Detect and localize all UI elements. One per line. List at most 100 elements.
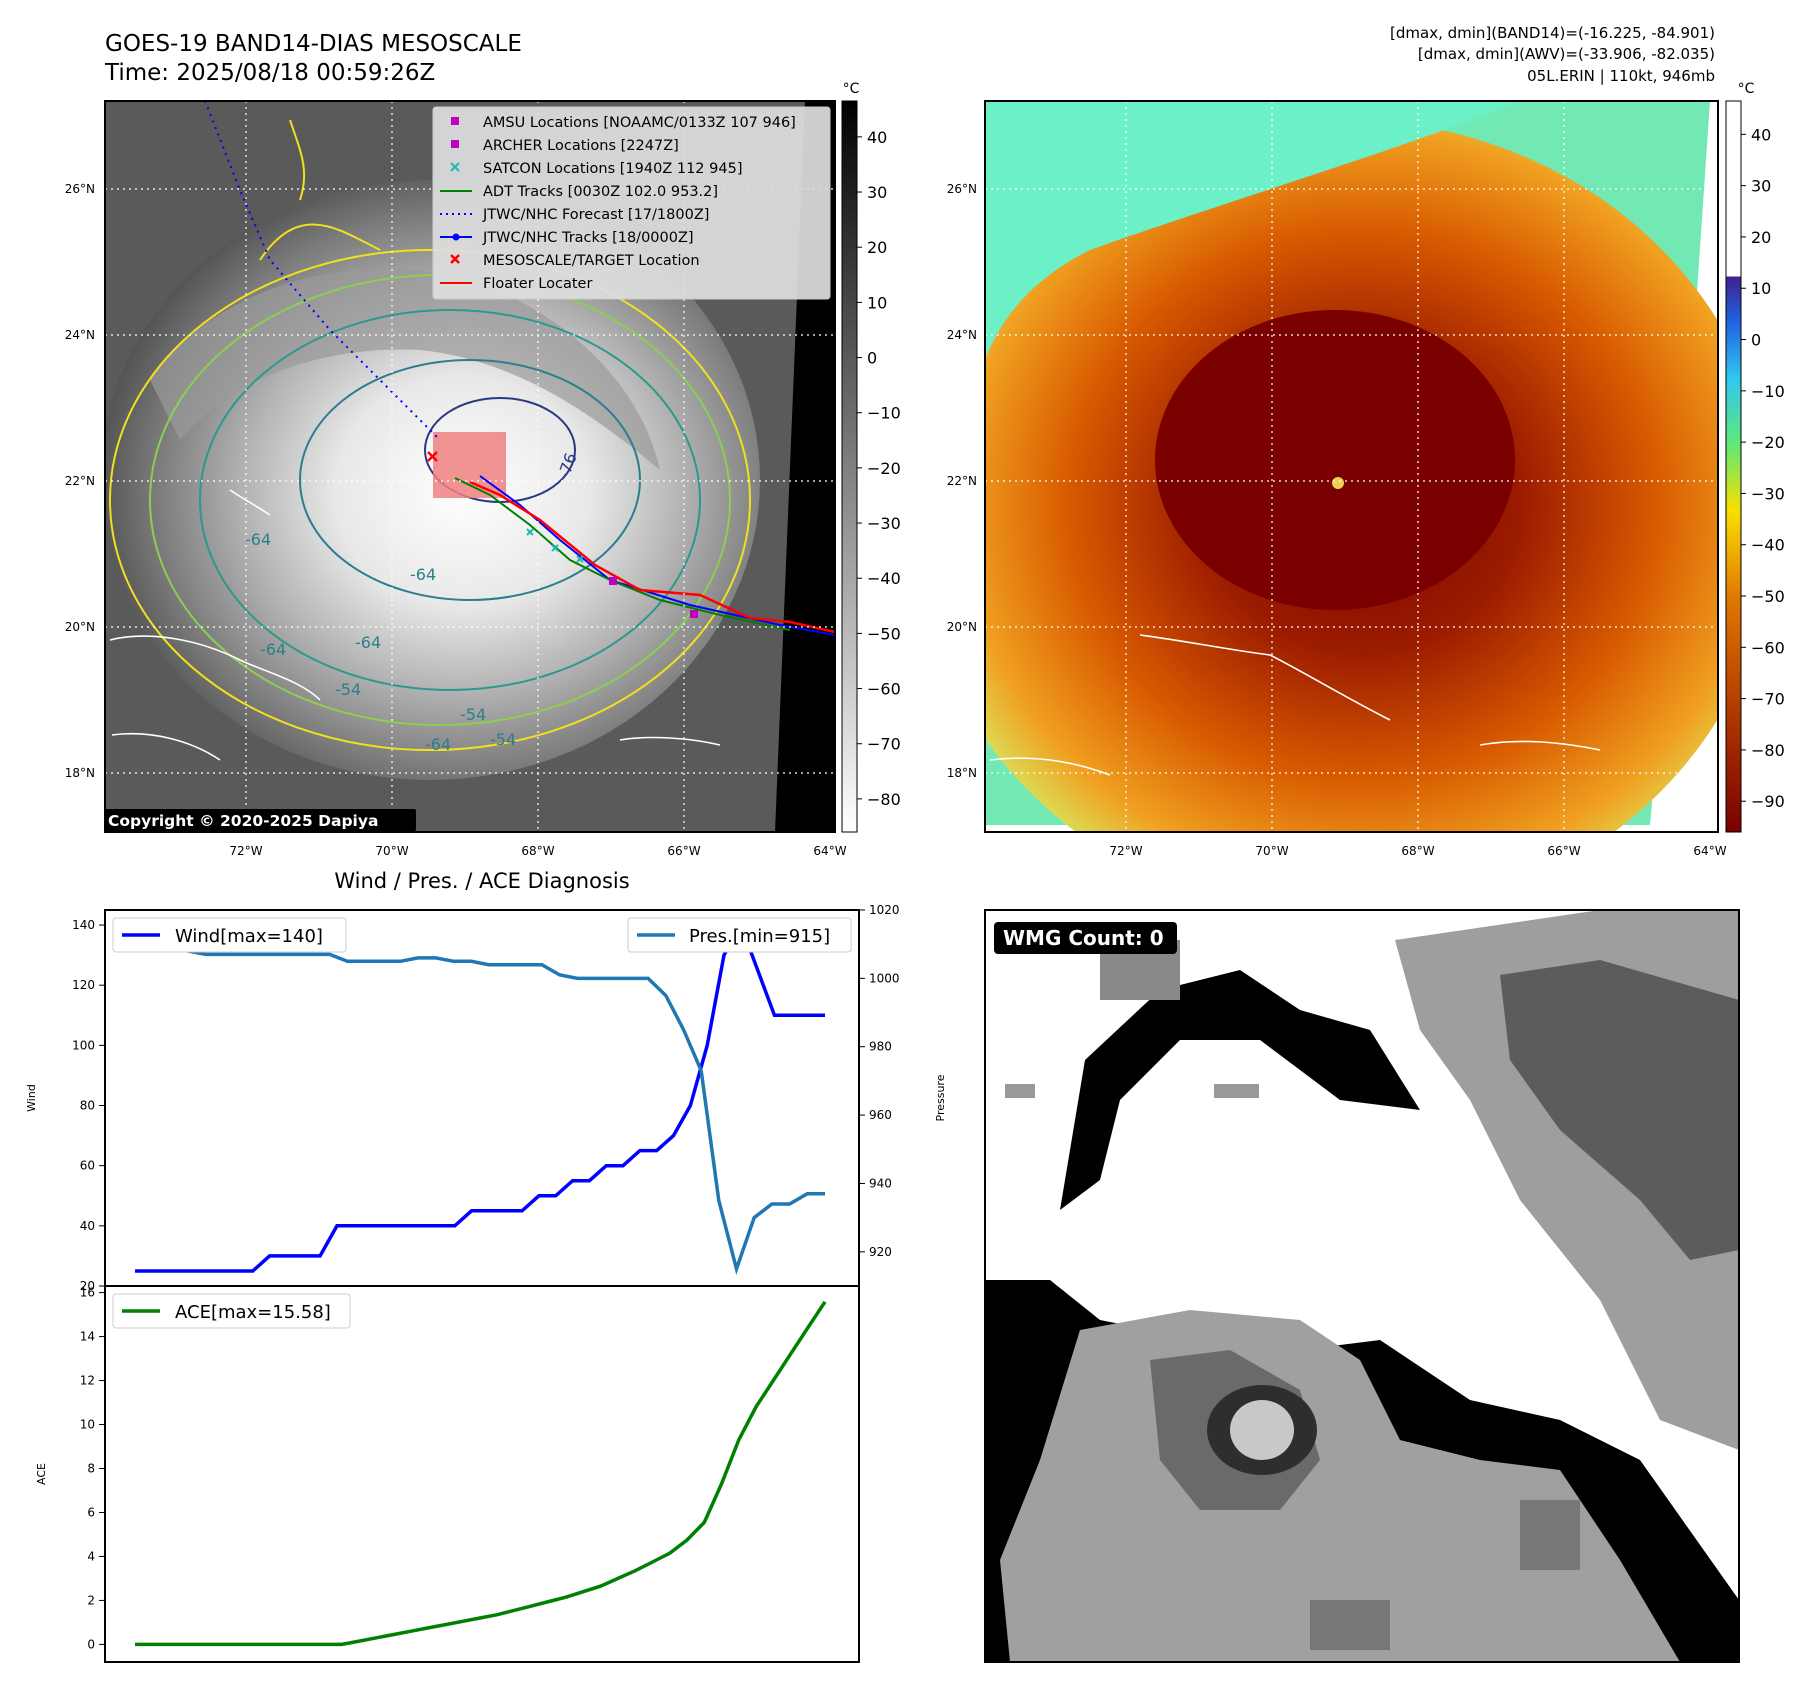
- legend-tracks-dot: [452, 233, 460, 241]
- legend-label: SATCON Locations [1940Z 112 945]: [483, 161, 742, 177]
- legend-label: ARCHER Locations [2247Z]: [483, 138, 679, 154]
- lat-tick-label: 26°N: [65, 182, 95, 196]
- wmg-region-dark-ne: [1500, 960, 1739, 1260]
- ir-map-frame: [104, 100, 836, 833]
- legend-label: Floater Locater: [483, 276, 592, 292]
- colorbar-tick-label: −10: [867, 404, 901, 423]
- lon-tick-label: 64°W: [813, 844, 846, 858]
- legend-target-marker: [450, 254, 460, 264]
- coast-bahamas: [229, 489, 271, 516]
- lat-tick-label: 24°N: [65, 328, 95, 342]
- contour-label: -54: [335, 680, 361, 699]
- lat-tick-label: 18°N: [65, 766, 95, 780]
- legend-label: ACE[max=15.58]: [175, 1302, 331, 1323]
- legend-label: ADT Tracks [0030Z 102.0 953.2]: [483, 184, 718, 200]
- figure-title: GOES-19 BAND14-DIAS MESOSCALE: [105, 31, 522, 57]
- wind-pres-frame: [104, 909, 860, 1287]
- colorbar-tick-label: −60: [1751, 638, 1785, 657]
- contour-label: -64: [355, 633, 381, 652]
- ir-colorbar: °C 40 30 20 10 0 −10 −20 −30 −40 −50 −60 −70 −80: [841, 81, 901, 833]
- archer-marker: [690, 610, 698, 618]
- wind-y-ticks: 20 40 60 80 100 120 140: [72, 918, 105, 1293]
- colorbar-tick-label: −50: [1751, 587, 1785, 606]
- coast-puerto-rico: [619, 736, 721, 746]
- contour-label: -64: [260, 640, 286, 659]
- contour-label: -64: [410, 565, 436, 584]
- legend-archer-marker: [451, 140, 459, 148]
- wmg-region-black-band: [1060, 970, 1420, 1210]
- colorbar-tick-label: −30: [1751, 484, 1785, 503]
- colorbar-tick-label: 30: [867, 183, 887, 202]
- amsu-marker: [609, 577, 617, 585]
- colorbar-tick-label: 20: [1751, 228, 1771, 247]
- lat-tick-label: 26°N: [947, 182, 977, 196]
- wv-map-panel: [985, 101, 1718, 832]
- colorbar-tick-label: 30: [1751, 177, 1771, 196]
- copyright-box: [104, 809, 416, 831]
- colorbar-ticks: 40 30 20 10 0 −10 −20 −30 −40 −50 −60 −70 −80 −90: [1741, 125, 1785, 811]
- satcon-markers: [526, 528, 584, 563]
- y-tick-label: 1020: [869, 903, 900, 917]
- wv-dry-slot-nw: [985, 101, 1520, 360]
- colorbar-tick-label: −50: [867, 624, 901, 643]
- satcon-x: [526, 528, 534, 536]
- y-tick-label: 6: [87, 1505, 95, 1519]
- contour-label: -64: [245, 530, 271, 549]
- satcon-x: [576, 555, 584, 563]
- wv-map-ticks: 26°N 24°N 22°N 20°N 18°N 72°W 70°W 68°W …: [947, 182, 1727, 858]
- contour-yellow-outer: [109, 249, 751, 751]
- wv-eye: [1332, 477, 1344, 489]
- wv-map-frame: [984, 100, 1719, 833]
- wmg-block: [1520, 1500, 1580, 1570]
- floater-locater-track: [469, 480, 835, 634]
- wmg-block: [1214, 1084, 1259, 1098]
- lon-tick-label: 66°W: [667, 844, 700, 858]
- lat-tick-label: 18°N: [947, 766, 977, 780]
- pressure-axis-label: Pressure: [934, 1074, 947, 1121]
- colorbar-tick-label: 10: [1751, 279, 1771, 298]
- y-tick-label: 0: [87, 1637, 95, 1651]
- ace-frame: [104, 1285, 860, 1663]
- coastlines: [109, 489, 721, 761]
- legend-label: MESOSCALE/TARGET Location: [483, 253, 700, 269]
- chart-title: Wind / Pres. / ACE Diagnosis: [334, 869, 629, 893]
- colorbar-unit: °C: [1738, 81, 1755, 97]
- ace-legend: ACE[max=15.58]: [112, 1293, 351, 1329]
- y-tick-label: 120: [72, 978, 95, 992]
- colorbar-gradient: [1725, 100, 1742, 833]
- legend-label: JTWC/NHC Tracks [18/0000Z]: [482, 230, 694, 246]
- y-tick-label: 80: [80, 1099, 95, 1113]
- y-tick-label: 60: [80, 1159, 95, 1173]
- contour-teal-outer: [199, 309, 701, 691]
- figure-timestamp: Time: 2025/08/18 00:59:26Z: [104, 60, 435, 86]
- wv-colorbar: °C 40 30 20 10 0 −10 −20 −30 −40 −50 −60 −70 −80 −90: [1725, 81, 1785, 833]
- coast-hispaniola: [1139, 634, 1391, 721]
- satcon-x: [551, 544, 559, 552]
- pressure-y-ticks: 920 940 960 980 1000 1020: [859, 903, 900, 1259]
- colorbar-gradient: [841, 100, 858, 833]
- y-tick-label: 140: [72, 918, 95, 932]
- stats-band14: [dmax, dmin](BAND14)=(-16.225, -84.901): [1390, 24, 1715, 42]
- wmg-count-box: [994, 922, 1177, 954]
- y-tick-label: 1000: [869, 971, 900, 985]
- colorbar-tick-label: 40: [1751, 125, 1771, 144]
- contour-label: -54: [460, 705, 486, 724]
- coast-puerto-rico: [1479, 740, 1601, 751]
- lat-tick-label: 22°N: [65, 474, 95, 488]
- jtwc-forecast-track: [204, 101, 441, 441]
- y-tick-label: 960: [869, 1108, 892, 1122]
- wind-series-line: [135, 920, 825, 1273]
- lat-tick-label: 20°N: [947, 620, 977, 634]
- copyright-text: Copyright © 2020-2025 Dapiya: [108, 812, 378, 830]
- colorbar-tick-label: −70: [867, 735, 901, 754]
- ace-series-line: [135, 1300, 827, 1647]
- colorbar-tick-label: −40: [867, 569, 901, 588]
- legend-label: AMSU Locations [NOAAMC/0133Z 107 946]: [483, 115, 796, 131]
- colorbar-unit: °C: [843, 81, 860, 97]
- y-tick-label: 920: [869, 1245, 892, 1259]
- colorbar-tick-label: −90: [1751, 792, 1785, 811]
- colorbar-tick-label: 20: [867, 238, 887, 257]
- wmg-count-label: WMG Count: 0: [1003, 926, 1164, 950]
- y-tick-label: 10: [80, 1418, 95, 1432]
- lon-tick-label: 72°W: [1109, 844, 1142, 858]
